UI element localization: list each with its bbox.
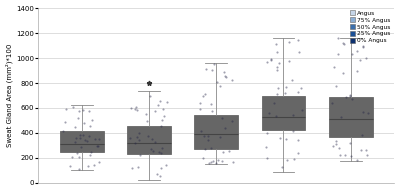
PathPatch shape [194,115,238,149]
PathPatch shape [127,126,171,154]
PathPatch shape [262,95,305,131]
PathPatch shape [60,131,104,152]
Y-axis label: Sweat Gland Area (mm²)*100: Sweat Gland Area (mm²)*100 [6,44,13,147]
PathPatch shape [329,97,372,137]
Legend: Angus, 75% Angus, 50% Angus, 25% Angus, 0% Angus: Angus, 75% Angus, 50% Angus, 25% Angus, … [349,9,392,45]
